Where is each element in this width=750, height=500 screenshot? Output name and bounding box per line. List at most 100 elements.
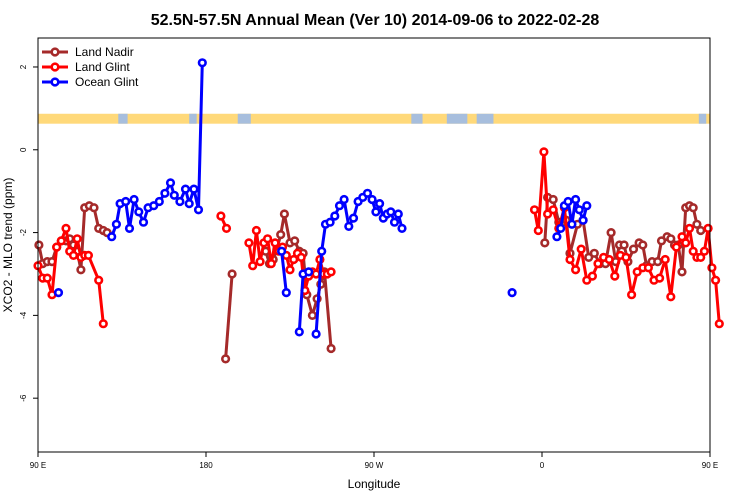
data-point bbox=[626, 290, 637, 300]
data-point bbox=[266, 259, 276, 269]
data-point bbox=[542, 209, 553, 219]
data-point bbox=[344, 221, 354, 231]
legend-swatch-marker bbox=[50, 77, 60, 87]
x-tick-label: 180 bbox=[199, 461, 213, 470]
data-point bbox=[621, 252, 631, 262]
x-tick-label: 90 E bbox=[30, 461, 46, 470]
data-point bbox=[279, 209, 290, 219]
land-band bbox=[38, 113, 710, 124]
data-point bbox=[251, 225, 261, 236]
data-point bbox=[76, 265, 86, 275]
ocean-band bbox=[698, 113, 707, 124]
data-point bbox=[184, 199, 194, 209]
y-axis: -6 -4 -2 0 2 bbox=[19, 64, 38, 402]
data-point bbox=[386, 207, 396, 217]
x-tick-label: 0 bbox=[540, 461, 545, 470]
data-point bbox=[53, 288, 64, 298]
chart-title: 52.5N-57.5N Annual Mean (Ver 10) 2014-09… bbox=[151, 12, 600, 29]
data-point bbox=[619, 240, 629, 250]
data-point bbox=[326, 267, 336, 277]
data-point bbox=[529, 205, 540, 215]
x-tick-label: 90 W bbox=[365, 461, 384, 470]
data-point bbox=[684, 223, 695, 233]
data-point bbox=[34, 240, 44, 250]
x-axis-label: Longitude bbox=[348, 477, 401, 491]
data-point bbox=[121, 196, 131, 207]
data-point bbox=[570, 194, 581, 205]
data-point bbox=[688, 203, 698, 213]
legend-label: Land Nadir bbox=[75, 45, 134, 59]
legend-label: Ocean Glint bbox=[75, 75, 139, 89]
data-point bbox=[371, 207, 381, 217]
data-point bbox=[68, 250, 79, 260]
data-point bbox=[325, 217, 335, 227]
data-point bbox=[304, 267, 314, 277]
data-point bbox=[654, 273, 665, 283]
data-point bbox=[339, 194, 349, 205]
data-point bbox=[677, 232, 687, 242]
data-point bbox=[643, 263, 654, 273]
data-point bbox=[666, 292, 676, 302]
data-point bbox=[699, 246, 710, 256]
data-point bbox=[270, 238, 280, 248]
data-point bbox=[248, 261, 258, 271]
data-point bbox=[221, 354, 231, 364]
data-point bbox=[83, 250, 93, 260]
data-point bbox=[89, 203, 99, 213]
data-point bbox=[94, 275, 104, 285]
legend-swatch-marker bbox=[50, 62, 60, 72]
data-point bbox=[671, 242, 682, 252]
data-point bbox=[290, 236, 300, 246]
data-point bbox=[307, 310, 318, 321]
data-point bbox=[587, 271, 598, 281]
data-point bbox=[681, 238, 691, 248]
data-point bbox=[221, 223, 232, 233]
data-point bbox=[570, 265, 581, 275]
data-point bbox=[263, 234, 273, 244]
y-axis-label: XCO2 - MLO trend (ppm) bbox=[1, 178, 15, 313]
y-tick-label: -2 bbox=[19, 228, 28, 236]
data-point bbox=[362, 188, 373, 198]
data-point bbox=[688, 246, 698, 256]
data-point bbox=[584, 252, 594, 262]
data-point bbox=[565, 254, 575, 265]
data-point bbox=[539, 147, 549, 157]
data-point bbox=[604, 254, 614, 265]
data-point bbox=[149, 201, 159, 211]
data-point bbox=[289, 254, 299, 265]
data-point bbox=[576, 244, 586, 254]
series-line bbox=[533, 150, 721, 324]
data-point bbox=[165, 178, 176, 188]
data-point bbox=[42, 273, 52, 283]
data-point bbox=[563, 196, 573, 207]
ocean-band bbox=[411, 113, 423, 124]
y-tick-label: -6 bbox=[19, 394, 28, 402]
data-point bbox=[574, 205, 584, 215]
data-point bbox=[326, 343, 336, 354]
data-point bbox=[98, 319, 108, 329]
x-tick-label: 90 E bbox=[702, 461, 718, 470]
ocean-band bbox=[237, 113, 251, 124]
data-point bbox=[696, 252, 706, 262]
data-point bbox=[276, 230, 286, 240]
data-point bbox=[160, 188, 170, 198]
series-land-glint bbox=[33, 147, 724, 329]
data-point bbox=[548, 205, 558, 215]
data-point bbox=[660, 254, 670, 265]
data-point bbox=[169, 190, 179, 200]
legend-swatch-marker bbox=[50, 47, 60, 57]
ocean-band bbox=[446, 113, 468, 124]
series-line bbox=[280, 251, 288, 293]
data-point bbox=[710, 275, 721, 285]
data-point bbox=[548, 194, 558, 205]
data-point bbox=[317, 246, 327, 256]
x-axis: 90 E 180 90 W 0 90 E bbox=[30, 452, 718, 470]
data-point bbox=[138, 217, 149, 227]
data-point bbox=[582, 201, 592, 211]
data-point bbox=[348, 213, 359, 223]
data-point bbox=[540, 238, 550, 248]
data-point bbox=[227, 269, 237, 279]
data-point bbox=[134, 207, 144, 217]
data-point bbox=[334, 201, 345, 211]
